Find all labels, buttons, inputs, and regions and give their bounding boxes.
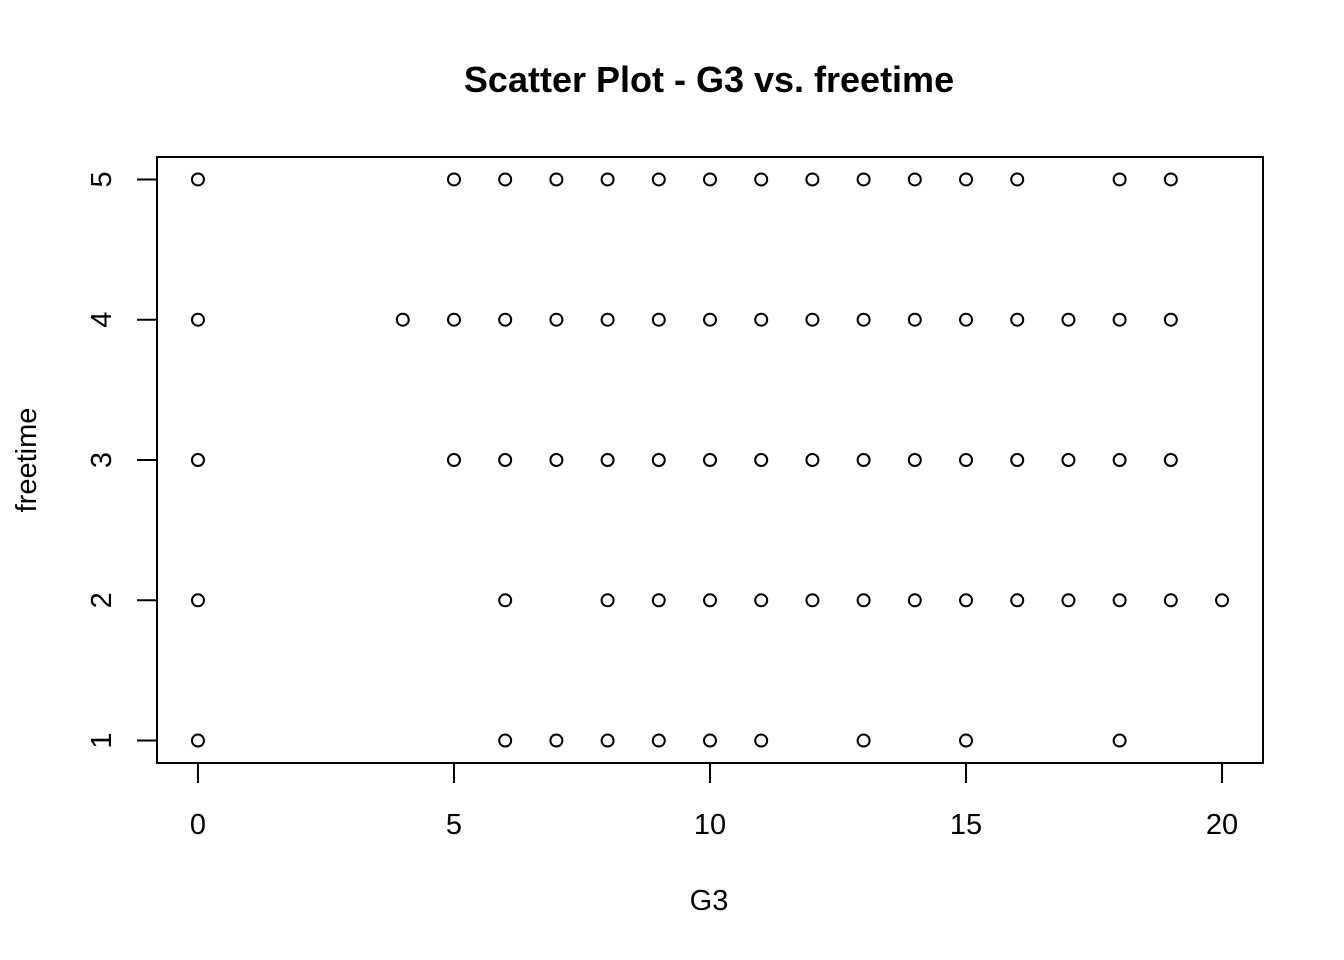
x-tick-label: 0 [190,809,206,841]
data-point [1061,453,1076,467]
data-point [754,593,769,608]
data-point [703,593,717,608]
data-point [907,312,922,327]
data-point [498,172,513,187]
y-axis-label: freetime [11,408,43,513]
data-point [600,172,615,187]
data-point [498,593,513,608]
data-point [446,312,461,327]
data-point [1163,453,1178,467]
data-point [600,733,615,748]
data-point [1010,453,1025,467]
y-tick-label: 5 [86,171,118,187]
data-point [190,172,205,187]
data-point [703,733,717,748]
data-point [1010,593,1025,608]
data-point [907,453,922,467]
data-point [907,593,922,608]
data-point [1112,593,1127,608]
data-point [549,172,564,187]
y-axis: 1 2 3 4 5 [86,171,158,749]
data-point [703,312,717,327]
y-tick-label: 4 [86,312,118,328]
data-point [703,453,717,467]
data-point [959,593,974,608]
data-point [856,453,871,467]
data-point [1010,312,1025,327]
data-point [190,733,205,748]
y-tick-label: 2 [86,592,118,608]
data-point [907,172,922,187]
data-point [446,453,461,467]
data-point [446,172,461,187]
y-tick-label: 3 [86,452,118,468]
data-point [549,453,564,467]
data-point [856,312,871,327]
data-point [1112,172,1127,187]
data-point [805,593,820,608]
chart-title: Scatter Plot - G3 vs. freetime [464,59,954,100]
data-point [651,312,666,327]
data-point [190,453,205,467]
data-point [498,453,513,467]
data-point [856,172,871,187]
data-point [1215,593,1230,608]
data-point [600,593,615,608]
data-point [651,453,666,467]
data-point [805,312,820,327]
x-axis-label: G3 [690,885,729,917]
data-point [805,172,820,187]
data-point [1112,733,1127,748]
data-point [190,593,205,608]
data-point [651,733,666,748]
data-point [1112,453,1127,467]
x-tick-label: 10 [694,809,726,841]
data-point [498,733,513,748]
data-point [856,733,871,748]
data-point [959,172,974,187]
data-point [754,733,769,748]
x-axis: 0 5 10 15 20 [190,762,1238,841]
data-point [498,312,513,327]
data-point [1061,312,1076,327]
data-point [190,312,205,327]
data-point [754,172,769,187]
data-point [856,593,871,608]
x-tick-label: 20 [1206,809,1238,841]
data-point [549,733,564,748]
data-point [600,312,615,327]
data-point [1010,172,1025,187]
data-point [754,453,769,467]
data-point [703,172,717,187]
data-point [959,453,974,467]
data-point [549,312,564,327]
plot-frame [156,156,1264,764]
data-point [805,453,820,467]
data-point [651,593,666,608]
data-point [959,312,974,327]
y-tick-label: 1 [86,732,118,748]
data-point [1163,593,1178,608]
data-point [395,312,410,327]
x-tick-label: 15 [950,809,982,841]
data-point [600,453,615,467]
data-point [1163,312,1178,327]
data-points [190,172,1230,748]
data-point [1061,593,1076,608]
data-point [754,312,769,327]
data-point [1163,172,1178,187]
x-tick-label: 5 [446,809,462,841]
data-point [1112,312,1127,327]
data-point [651,172,666,187]
data-point [959,733,974,748]
